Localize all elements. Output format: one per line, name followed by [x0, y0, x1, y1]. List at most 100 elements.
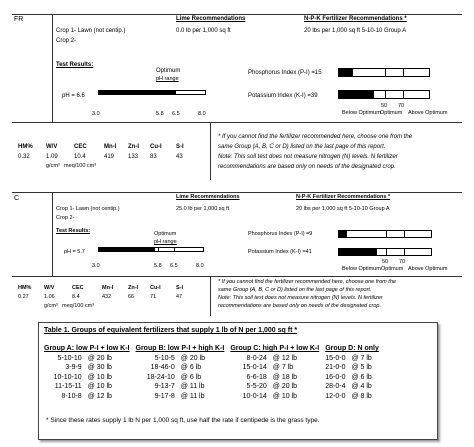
fertilizer-grade: 8-10-8: [61, 392, 82, 400]
table-row: 8-10-8 @ 12 lb 9-17-8 @ 11 lb 10-0-14 @ 10 lb…: [41, 392, 382, 402]
fertilizer-groups-table: [38, 322, 438, 440]
scale-50: 50: [381, 103, 388, 109]
fertilizer-grade: 5-5-20: [246, 383, 267, 390]
fertilizer-rate: @ 5 lb: [351, 364, 372, 371]
ph-tick-label: 6.5: [170, 263, 178, 269]
npk-value: 20 lbs per 1,000 sq ft 5-10-10 Group A: [296, 206, 390, 212]
header-zn: Zn-I: [128, 285, 139, 291]
ph-optimum-label: Optimum: [154, 231, 177, 237]
value-hm: 0.32: [18, 154, 30, 160]
fertilizer-grade: 3-9-9: [65, 364, 82, 371]
ph-range-label: pH range: [156, 76, 179, 82]
fertilizer-rate: @ 11 lb: [180, 392, 205, 400]
crop-2: Crop 2-: [56, 215, 75, 221]
scale-above: Above Optimum: [408, 110, 448, 116]
note-line: Note: This soil test does not measure ni…: [218, 295, 383, 301]
ph-tick-label: 5.8: [156, 111, 164, 117]
fertilizer-rate: @ 20 lb: [272, 383, 298, 390]
header-cu: Cu-I: [150, 285, 161, 291]
ph-tick-label: 3.0: [92, 111, 100, 117]
header-cec: CEC: [74, 144, 87, 150]
header-zn: Zn-I: [128, 144, 139, 150]
value-mn: 432: [102, 294, 112, 300]
fertilizer-rate: @ 6 lb: [351, 373, 372, 381]
header-hm: HM%: [18, 144, 33, 150]
ph-tick-label: 5.8: [154, 263, 162, 269]
fertilizer-rate: @ 4 lb: [351, 383, 372, 390]
header-s: S-I: [176, 285, 184, 291]
groups-table: Group A: low P-I + low K-I Group B: low …: [41, 344, 382, 401]
table-row: 3-9-9 @ 30 lb 18-46-0 @ 6 lb 15-0-14 @ 7 lb 21…: [41, 363, 382, 373]
ph-tick-label: 6.5: [172, 111, 180, 117]
ph-bar: [98, 90, 206, 95]
fertilizer-rate: @ 8 lb: [351, 392, 372, 400]
header-s: S-I: [176, 144, 184, 150]
fertilizer-grade: 5-10-5: [154, 354, 175, 362]
header-cec: CEC: [72, 285, 84, 291]
group-c-header: Group C: high P-I + low K-I: [230, 345, 320, 352]
table-row: 10-10-10 @ 10 lb 18-24-10 @ 6 lb 6-6-18 @ 18 …: [41, 373, 382, 383]
phosphorus-label: Phosphorus Index (P-I) =15: [248, 70, 322, 76]
fertilizer-grade: 6-6-18: [246, 373, 267, 381]
bar-fill: [339, 91, 375, 98]
fertilizer-rate: @ 6 lb: [180, 373, 202, 381]
unit-cec: meq/100 cm³: [62, 303, 95, 309]
unit-cec: meq/100 cm³: [64, 163, 97, 169]
table-row: 11-15-11 @ 10 lb 9-13-7 @ 11 lb 5-5-20 @ 20 l…: [41, 382, 382, 392]
ph-tick-label: 3.0: [92, 263, 100, 269]
fertilizer-rate: @ 7 lb: [272, 364, 294, 371]
fertilizer-rate: @ 20 lb: [180, 354, 206, 362]
fertilizer-rate: @ 6 lb: [180, 364, 202, 371]
header-wv: W/V: [44, 285, 55, 291]
value-cu: 71: [150, 294, 157, 300]
fertilizer-grade: 15-0-14: [242, 364, 267, 371]
fertilizer-rate: @ 12 lb: [272, 354, 298, 362]
header-hm: HM%: [18, 285, 32, 291]
fertilizer-rate: @ 18 lb: [272, 373, 298, 381]
note-line: same Group (A, B, C or D) listed on the …: [218, 144, 386, 150]
fertilizer-grade: 12-0-0: [325, 392, 346, 400]
group-d-header: Group D: N only: [325, 345, 379, 352]
note-line: recommendations are based only on needs …: [218, 164, 396, 170]
note-line: * If you cannot find the fertilizer reco…: [218, 134, 413, 140]
ph-bar-fill: [99, 91, 176, 94]
ph-tick-label: 8.0: [196, 263, 204, 269]
fertilizer-grade: 10-0-14: [242, 392, 267, 400]
note-line: * If you cannot find the fertilizer reco…: [218, 279, 396, 285]
fertilizer-grade: 9-13-7: [154, 383, 175, 390]
crop-2: Crop 2-: [56, 38, 77, 44]
note-line: same Group (A, B, C or D) listed on the …: [218, 287, 372, 293]
fertilizer-grade: 11-15-11: [54, 383, 82, 390]
note-line: recommendations are based only on needs …: [218, 303, 381, 309]
bar-fill: [339, 231, 348, 237]
value-cu: 83: [150, 154, 157, 160]
value-cec: 10.4: [74, 154, 86, 160]
header-wv: W/V: [46, 144, 58, 150]
scale-70: 70: [399, 259, 406, 265]
ph-label: pH = 6.6: [62, 93, 85, 99]
potassium-label: Potassium Index (K-I) =39: [248, 93, 318, 99]
fertilizer-rate: @ 12 lb: [87, 392, 112, 400]
fertilizer-rate: @ 7 lb: [351, 354, 372, 362]
value-zn: 133: [128, 154, 139, 160]
npk-header: N-P-K Fertilizer Recommendations *: [296, 194, 391, 200]
unit-wv: g/cm³: [44, 303, 58, 309]
test-results-label: Test Results:: [56, 62, 94, 68]
fertilizer-grade: 15-0-0: [325, 354, 346, 362]
value-mn: 419: [104, 154, 115, 160]
npk-header: N-P-K Fertilizer Recommendations *: [304, 16, 407, 22]
scale-50: 50: [382, 259, 389, 265]
header-mn: Mn-I: [102, 285, 114, 291]
fertilizer-rate: @ 11 lb: [180, 383, 205, 390]
fertilizer-rate: @ 10 lb: [87, 373, 112, 381]
potassium-label: Potassium Index (K-I) =41: [248, 249, 312, 255]
ph-range-label: pH range: [154, 239, 177, 245]
fertilizer-rate: @ 10 lb: [87, 383, 112, 390]
scale-optimum: Optimum: [381, 266, 404, 272]
scale-optimum: Optimum: [380, 110, 403, 116]
scale-below: Below Optimum: [342, 266, 381, 272]
table-footnote: * Since these rates supply 1 lb N per 1,…: [46, 417, 320, 424]
lime-header: Lime Recommendations: [176, 16, 246, 22]
header-cu: Cu-I: [150, 144, 162, 150]
phosphorus-label: Phosphorus Index (P-I) =9: [248, 231, 313, 237]
